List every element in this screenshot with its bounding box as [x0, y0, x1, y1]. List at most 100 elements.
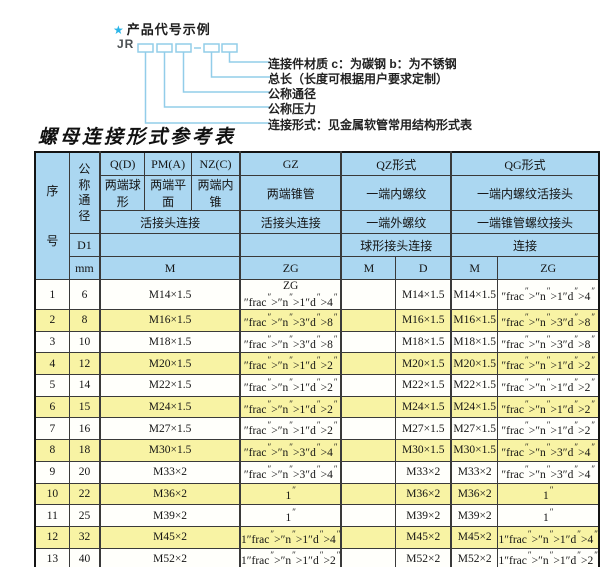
header-qg-zg: ZG: [497, 256, 600, 280]
header-q-desc: 两端球形: [99, 175, 146, 211]
cell-qz-m: [340, 504, 397, 527]
header-m-unit: M: [99, 256, 241, 280]
table-row: 5 14 M22×1.5 ″frac″>″n″>1″d″>2″ M22×1.5 M22×1…: [34, 374, 600, 397]
header-col-qg: QG形式: [449, 151, 600, 176]
cell-qg-zg: ″frac″>″n″>1″d″>4″: [497, 279, 600, 310]
diagram-label-length: 总长（长度可根据用户要求定制）: [268, 72, 449, 86]
header-seq: 序号: [34, 151, 70, 280]
table-row: 10 22 M36×2 1″ M36×2 M36×2 1″: [34, 482, 600, 506]
cell-qz-d: M18×1.5: [395, 330, 452, 354]
cell-m: M33×2: [99, 460, 241, 484]
header-qg-m: M: [449, 256, 499, 280]
cell-qz-d: M20×1.5: [395, 352, 452, 376]
header-gz-connection: 活接头连接: [238, 210, 342, 234]
cell-gz: ″frac″>″n″>3″d″>8″: [238, 309, 342, 332]
header-qg-thread: 一端锥管螺纹接头: [449, 210, 600, 234]
diagram-label-material: 连接件材质 c：为碳钢 b：为不锈钢: [268, 57, 457, 71]
cell-qz-m: [340, 279, 397, 310]
cell-qg-zg: ″frac″>″n″>1″d″>2″: [497, 417, 600, 441]
cell-qg-zg: ″frac″>″n″>3″d″>4″: [497, 439, 600, 462]
table-row: 7 16 M27×1.5 ″frac″>″n″>1″d″>2″ M27×1.5 M27×1…: [34, 417, 600, 441]
header-col-q: Q(D): [99, 151, 146, 176]
cell-m: M52×2: [99, 547, 241, 567]
header-col-qz: QZ形式: [340, 151, 452, 176]
cell-qg-m: M18×1.5: [449, 330, 499, 354]
cell-m: M45×2: [99, 525, 241, 549]
cell-dn: 10: [68, 330, 101, 354]
product-code-prefix: JR: [117, 37, 135, 51]
cell-dn: 8: [68, 309, 101, 332]
cell-qz-d: M33×2: [395, 460, 452, 484]
header-qg-desc: 一端内螺纹活接头: [449, 175, 600, 211]
cell-qz-m: [340, 374, 397, 397]
cell-qz-d: M30×1.5: [395, 439, 452, 462]
code-segment-box: [203, 43, 220, 53]
cell-seq: 4: [34, 352, 70, 376]
cell-qg-m: M22×1.5: [449, 374, 499, 397]
cell-gz: ″frac″>″n″>3″d″>4″: [238, 439, 342, 462]
header-qg-connection: 连接: [449, 233, 600, 257]
cell-dn: 25: [68, 504, 101, 527]
table-row: 6 15 M24×1.5 ″frac″>″n″>1″d″>2″ M24×1.5 M24×1…: [34, 395, 600, 419]
cell-seq: 12: [34, 525, 70, 549]
cell-m: M20×1.5: [99, 352, 241, 376]
cell-qz-m: [340, 482, 397, 506]
cell-qz-d: M27×1.5: [395, 417, 452, 441]
cell-qz-d: M14×1.5: [395, 279, 452, 310]
cell-qg-m: M20×1.5: [449, 352, 499, 376]
header-mm: mm: [68, 256, 101, 280]
cell-dn: 15: [68, 395, 101, 419]
cell-qz-m: [340, 417, 397, 441]
header-qz-m: M: [340, 256, 397, 280]
cell-qz-d: M52×2: [395, 547, 452, 567]
star-icon: ★: [113, 23, 125, 37]
cell-seq: 5: [34, 374, 70, 397]
cell-qz-m: [340, 439, 397, 462]
header-d1: D1: [68, 233, 101, 257]
header-blank-gz: [238, 233, 342, 257]
cell-qg-m: M52×2: [449, 547, 499, 567]
cell-seq: 11: [34, 504, 70, 527]
cell-qg-zg: 1″: [497, 482, 600, 506]
cell-qz-m: [340, 309, 397, 332]
cell-qg-m: M24×1.5: [449, 395, 499, 419]
cell-qz-m: [340, 547, 397, 567]
cell-qg-zg: ″frac″>″n″>3″d″>8″: [497, 330, 600, 354]
cell-qg-m: M33×2: [449, 460, 499, 484]
cell-qz-m: [340, 352, 397, 376]
cell-qz-d: M16×1.5: [395, 309, 452, 332]
cell-m: M30×1.5: [99, 439, 241, 462]
table-body: 1 6 M14×1.5 ZG ″frac″>″n″>1″d″>4″ M14×1.5 M14…: [34, 279, 600, 567]
header-blank-m: [99, 233, 241, 257]
cell-gz: 1″: [238, 504, 342, 527]
product-code-diagram-lines: [137, 43, 270, 124]
cell-m: M24×1.5: [99, 395, 241, 419]
table-row: 9 20 M33×2 ″frac″>″n″>3″d″>4″ M33×2 M33×2 ″fra…: [34, 460, 600, 484]
cell-seq: 10: [34, 482, 70, 506]
table-row: 12 32 M45×2 1″frac″>″n″>1″d″>4″ M45×2 M45×2 1″…: [34, 525, 600, 549]
cell-qz-d: M24×1.5: [395, 395, 452, 419]
cell-dn: 22: [68, 482, 101, 506]
cell-qg-m: M45×2: [449, 525, 499, 549]
cell-qz-m: [340, 525, 397, 549]
cell-qg-m: M36×2: [449, 482, 499, 506]
diagram-heading-text: 产品代号示例: [126, 22, 211, 37]
cell-dn: 20: [68, 460, 101, 484]
diagram-label-connection: 连接形式：见金属软管常用结构形式表: [268, 118, 473, 132]
header-pm-desc: 两端平面: [144, 175, 192, 211]
cell-qz-m: [340, 395, 397, 419]
cell-qg-m: M39×2: [449, 504, 499, 527]
cell-dn: 6: [68, 279, 101, 310]
cell-qz-d: M45×2: [395, 525, 452, 549]
cell-qg-zg: ″frac″>″n″>1″d″>2″: [497, 395, 600, 419]
cell-qg-zg: ″frac″>″n″>1″d″>2″: [497, 374, 600, 397]
table-row: 11 25 M39×2 1″ M39×2 M39×2 1″: [34, 504, 600, 527]
code-segment-box: [221, 43, 238, 53]
table-header: 序号 公称通径 Q(D) PM(A) NZ(C) GZ QZ形式 QG形式 两端…: [34, 151, 600, 280]
table-row: 3 10 M18×1.5 ″frac″>″n″>3″d″>8″ M18×1.5 M18×1…: [34, 330, 600, 354]
table-title: 螺母连接形式参考表: [38, 127, 237, 148]
cell-seq: 1: [34, 279, 70, 310]
cell-seq: 6: [34, 395, 70, 419]
cell-m: M27×1.5: [99, 417, 241, 441]
